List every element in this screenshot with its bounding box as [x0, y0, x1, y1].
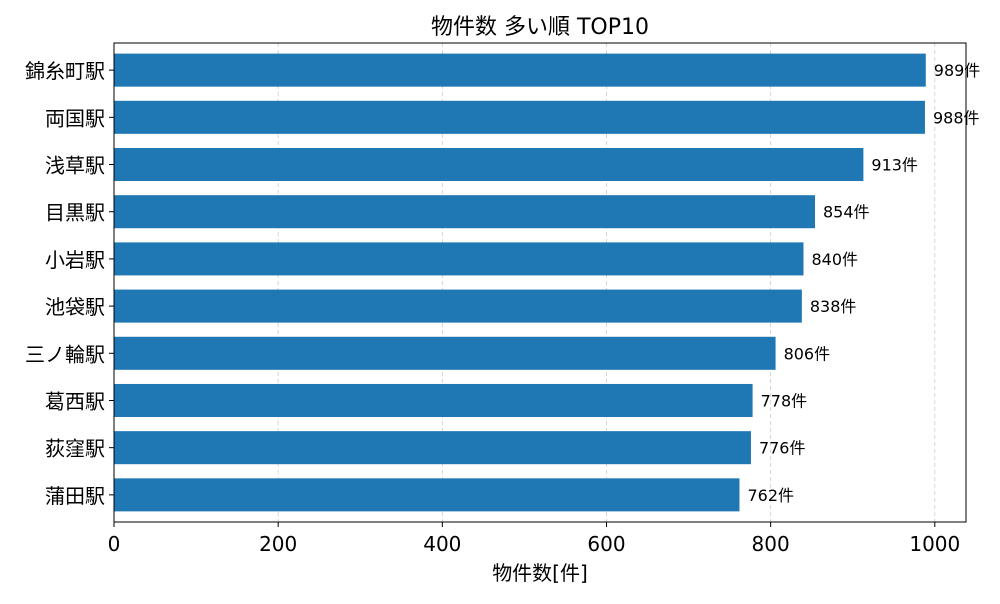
data-label: 778件: [761, 391, 808, 410]
y-tick-label: 三ノ輪駅: [25, 342, 105, 366]
data-label: 913件: [871, 156, 918, 175]
plot-frame: [113, 42, 967, 523]
bar: [114, 242, 804, 276]
bar: [114, 289, 802, 323]
bar: [114, 478, 740, 512]
bar: [114, 53, 926, 87]
y-tick-label: 池袋駅: [45, 295, 105, 319]
x-tick-label: 800: [752, 532, 790, 556]
x-tick-label: 600: [587, 532, 625, 556]
x-axis-label: 物件数[件]: [492, 561, 588, 585]
x-axis-ticks: 0 200 400 600 800 1000: [108, 522, 960, 556]
y-tick-label: 目黒駅: [45, 201, 105, 225]
y-tick-label: 小岩駅: [45, 248, 105, 272]
data-label: 776件: [759, 439, 806, 458]
data-label: 838件: [810, 297, 857, 316]
chart-title: 物件数 多い順 TOP10: [431, 15, 649, 40]
bar: [114, 336, 776, 370]
y-tick-label: 両国駅: [45, 106, 105, 130]
data-label: 840件: [811, 250, 858, 269]
x-tick-label: 400: [423, 532, 461, 556]
bars: [114, 53, 926, 512]
x-tick-label: 200: [259, 532, 297, 556]
bar: [114, 383, 753, 417]
bar: [114, 195, 815, 229]
data-label: 762件: [747, 486, 794, 505]
data-label: 988件: [933, 108, 980, 127]
x-tick-label: 0: [108, 532, 121, 556]
y-tick-label: 錦糸町駅: [25, 59, 105, 83]
data-label: 854件: [823, 203, 870, 222]
bar: [114, 100, 925, 134]
y-tick-label: 蒲田駅: [45, 484, 105, 508]
x-tick-label: 1000: [909, 532, 960, 556]
bar: [114, 148, 864, 182]
y-tick-label: 葛西駅: [45, 389, 105, 413]
data-labels: 989件 988件 913件 854件 840件 838件 806件 778件 776件 762件: [747, 61, 980, 505]
data-label: 989件: [934, 61, 981, 80]
bar: [114, 431, 751, 465]
y-tick-label: 荻窪駅: [45, 437, 105, 461]
y-tick-label: 浅草駅: [45, 154, 105, 178]
data-label: 806件: [784, 344, 831, 363]
